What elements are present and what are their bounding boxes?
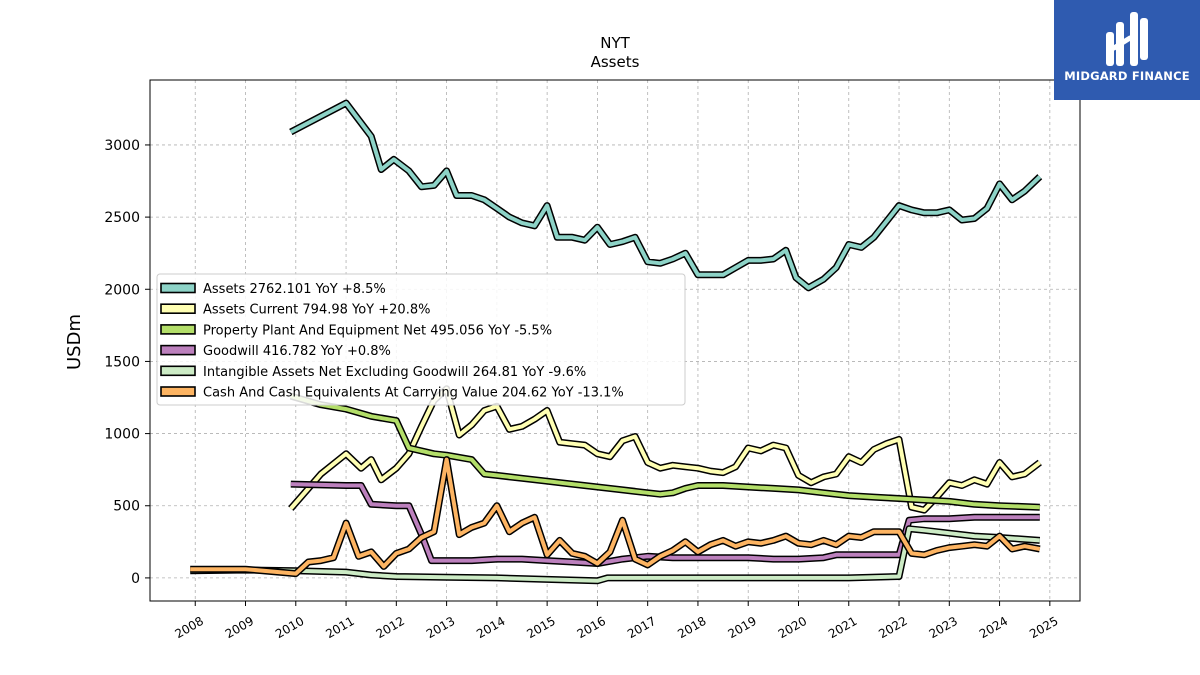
- x-tick-label: 2018: [675, 614, 708, 641]
- x-tick-label: 2016: [575, 614, 608, 641]
- series-line-outline: [289, 392, 1040, 511]
- x-tick-label: 2019: [725, 614, 758, 641]
- series-line: [290, 394, 1040, 510]
- y-tick-label: 1000: [104, 427, 140, 443]
- brand-logo: MIDGARD FINANCE: [1054, 0, 1200, 100]
- x-tick-label: 2013: [424, 614, 457, 641]
- x-tick-label: 2023: [927, 614, 960, 641]
- plot-frame: [149, 79, 1081, 602]
- legend-label: Property Plant And Equipment Net 495.056…: [203, 323, 552, 338]
- chart-title: NYT: [600, 34, 630, 52]
- x-tick-label: 2017: [625, 614, 658, 641]
- x-tick-label: 2025: [1027, 614, 1060, 641]
- series-line: [190, 526, 1040, 583]
- series-line: [190, 457, 1041, 576]
- legend-swatch: [160, 324, 196, 335]
- legend-label: Goodwill 416.782 YoY +0.8%: [203, 344, 391, 359]
- legend-swatch: [160, 303, 196, 315]
- x-tick-label: 2024: [977, 614, 1010, 641]
- midgard-logo-icon: [1106, 12, 1148, 66]
- legend-swatch: [160, 344, 196, 356]
- x-tick-label: 2015: [524, 614, 557, 641]
- legend-swatch: [160, 386, 196, 397]
- y-tick-label: 0: [131, 571, 140, 587]
- x-tick-label: 2014: [474, 614, 507, 641]
- series-line: [289, 386, 1042, 513]
- y-tick-label: 1500: [104, 354, 140, 370]
- x-tick-label: 2020: [776, 614, 809, 641]
- y-tick-label: 2500: [104, 210, 140, 226]
- x-tick-label: 2021: [826, 614, 859, 641]
- x-tick-label: 2009: [223, 614, 256, 641]
- series-line: [289, 101, 1042, 290]
- x-tick-label: 2012: [374, 614, 407, 641]
- legend-label: Assets 2762.101 YoY +8.5%: [203, 282, 386, 297]
- legend-swatch: [160, 282, 196, 294]
- x-tick-label: 2008: [173, 614, 206, 641]
- series-lines: [190, 99, 1043, 585]
- x-tick-label: 2010: [273, 614, 306, 641]
- legend-label: Assets Current 794.98 YoY +20.8%: [203, 303, 430, 318]
- legend-box: [156, 273, 686, 406]
- legend: Assets 2762.101 YoY +8.5% Assets Current …: [156, 273, 686, 406]
- legend-label: Intangible Assets Net Excluding Goodwill…: [203, 365, 586, 380]
- x-tick-label: 2011: [323, 614, 356, 641]
- x-axis: 2008 2009 2010 2011 2012 2013 2014 2015 2016 2017…: [173, 601, 1061, 641]
- y-tick-label: 500: [113, 499, 140, 515]
- legend-swatch: [160, 365, 196, 377]
- chart-subtitle: Assets: [591, 53, 640, 71]
- y-axis-label: USDm: [64, 314, 85, 370]
- y-tick-label: 2000: [104, 282, 140, 298]
- brand-name: MIDGARD FINANCE: [1064, 69, 1190, 83]
- x-tick-label: 2022: [876, 614, 909, 641]
- legend-label: Cash And Cash Equivalents At Carrying Va…: [203, 386, 624, 401]
- y-tick-label: 3000: [104, 138, 140, 154]
- y-axis: 0 500 1000 1500 2000 2500 3000: [104, 138, 150, 587]
